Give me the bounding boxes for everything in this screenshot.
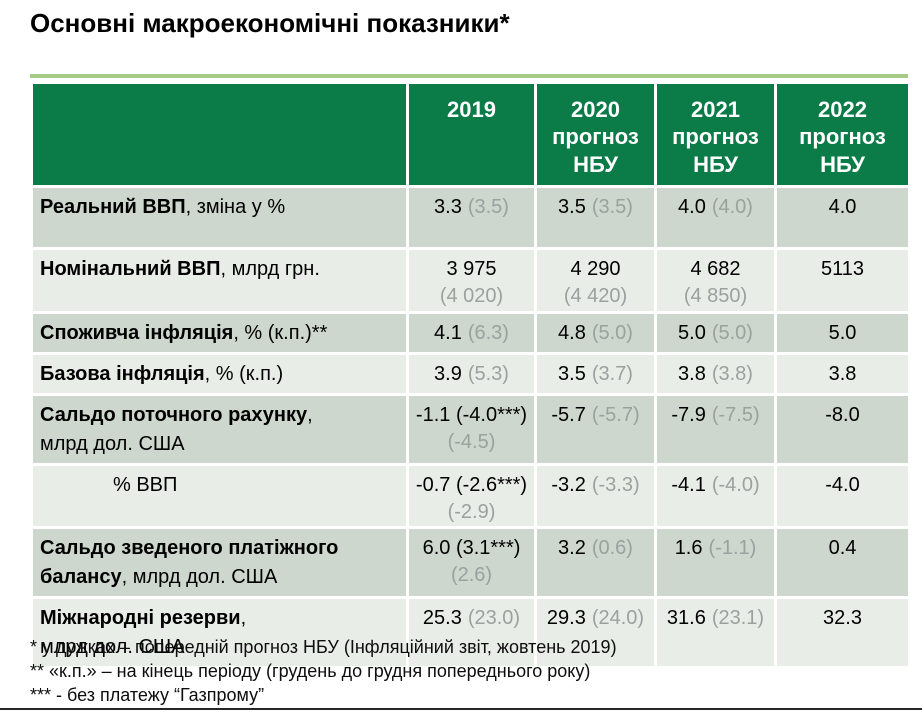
data-cell: 32.3 (774, 596, 911, 669)
column-year: 2021 (691, 97, 740, 122)
data-cell: -5.7 (-5.7) (534, 393, 657, 466)
data-cell: -3.2 (-3.3) (534, 463, 657, 529)
data-cell: 6.0 (3.1***) (2.6) (406, 526, 537, 599)
data-cell: 3.8 (774, 352, 911, 396)
table-row-consolidated-bop: Сальдо зведеного платіжного балансу, млр… (30, 526, 911, 599)
column-year: 2019 (447, 97, 496, 122)
data-cell: 1.6 (-1.1) (654, 526, 777, 599)
table-row-consumer-inflation: Споживча інфляція, % (к.п.)** 4.1 (6.3) 4… (30, 311, 911, 355)
footnote-1: * у дужках – попередній прогноз НБУ (Інф… (30, 637, 617, 657)
table-row-international-reserves: Міжнародні резерви, млрд дол. США 25.3 (2… (30, 596, 911, 669)
row-label: Базова інфляція, % (к.п.) (30, 352, 409, 396)
data-cell: 3.8 (3.8) (654, 352, 777, 396)
data-cell: 25.3 (23.0) (406, 596, 537, 669)
data-cell: -4.0 (774, 463, 911, 529)
data-cell: 29.3 (24.0) (534, 596, 657, 669)
header-cell-2019: 2019 (406, 81, 537, 188)
data-cell: 3.9 (5.3) (406, 352, 537, 396)
column-year: 2020 (571, 97, 620, 122)
data-cell: 3.2 (0.6) (534, 526, 657, 599)
data-cell: -7.9 (-7.5) (654, 393, 777, 466)
data-cell: 3.5 (3.5) (534, 185, 657, 250)
table-header-row: 2019 2020 прогноз НБУ 2021 прогноз НБУ 2… (30, 81, 911, 188)
table-row-real-gdp: Реальний ВВП, зміна у % 3.3 (3.5) 3.5 (3.5… (30, 185, 911, 250)
data-cell: -0.7 (-2.6***) (-2.9) (406, 463, 537, 529)
data-cell: 4.0 (4.0) (654, 185, 777, 250)
column-subtitle: прогноз НБУ (799, 124, 886, 177)
data-cell: 5.0 (5.0) (654, 311, 777, 355)
footnotes: * у дужках – попередній прогноз НБУ (Інф… (30, 635, 617, 707)
data-cell: 4 682 (4 850) (654, 247, 777, 314)
footnote-3: *** - без платежу “Газпрому” (30, 685, 265, 705)
column-subtitle: прогноз НБУ (552, 124, 639, 177)
row-label: Сальдо зведеного платіжного балансу, млр… (30, 526, 409, 599)
row-label: % ВВП (30, 463, 409, 529)
data-cell: -4.1 (-4.0) (654, 463, 777, 529)
data-cell: 31.6 (23.1) (654, 596, 777, 669)
data-cell: 4.1 (6.3) (406, 311, 537, 355)
row-label: Номінальний ВВП, млрд грн. (30, 247, 409, 314)
data-cell: 3 975 (4 020) (406, 247, 537, 314)
row-label: Сальдо поточного рахунку, млрд дол. США (30, 393, 409, 466)
data-cell: -8.0 (774, 393, 911, 466)
data-cell: 0.4 (774, 526, 911, 599)
table-row-current-account: Сальдо поточного рахунку, млрд дол. США … (30, 393, 911, 466)
data-cell: 4.0 (774, 185, 911, 250)
data-cell: 4 290 (4 420) (534, 247, 657, 314)
footnote-2: ** «к.п.» – на кінець періоду (грудень д… (30, 661, 591, 681)
header-cell-2020-forecast: 2020 прогноз НБУ (534, 81, 657, 188)
bottom-rule (0, 708, 922, 710)
data-cell: 5.0 (774, 311, 911, 355)
data-cell: 3.3 (3.5) (406, 185, 537, 250)
macro-indicators-table: 2019 2020 прогноз НБУ 2021 прогноз НБУ 2… (30, 81, 911, 669)
page-title: Основні макроекономічні показники* (30, 8, 510, 38)
data-cell: -1.1 (-4.0***) (-4.5) (406, 393, 537, 466)
column-subtitle: прогноз НБУ (672, 124, 759, 177)
data-cell: 3.5 (3.7) (534, 352, 657, 396)
table-row-nominal-gdp: Номінальний ВВП, млрд грн. 3 975 (4 020) … (30, 247, 911, 314)
row-label: Реальний ВВП, зміна у % (30, 185, 409, 250)
column-year: 2022 (818, 97, 867, 122)
data-cell: 4.8 (5.0) (534, 311, 657, 355)
accent-line (30, 74, 908, 78)
table-row-core-inflation: Базова інфляція, % (к.п.) 3.9 (5.3) 3.5 (3… (30, 352, 911, 396)
row-label: Міжнародні резерви, млрд дол. США (30, 596, 409, 669)
header-cell-2021-forecast: 2021 прогноз НБУ (654, 81, 777, 188)
data-cell: 5113 (774, 247, 911, 314)
row-label: Споживча інфляція, % (к.п.)** (30, 311, 409, 355)
table-row-pct-gdp: % ВВП -0.7 (-2.6***) (-2.9) -3.2 (-3.3) -4… (30, 463, 911, 529)
header-cell-2022-forecast: 2022 прогноз НБУ (774, 81, 911, 188)
header-cell-empty (30, 81, 409, 188)
